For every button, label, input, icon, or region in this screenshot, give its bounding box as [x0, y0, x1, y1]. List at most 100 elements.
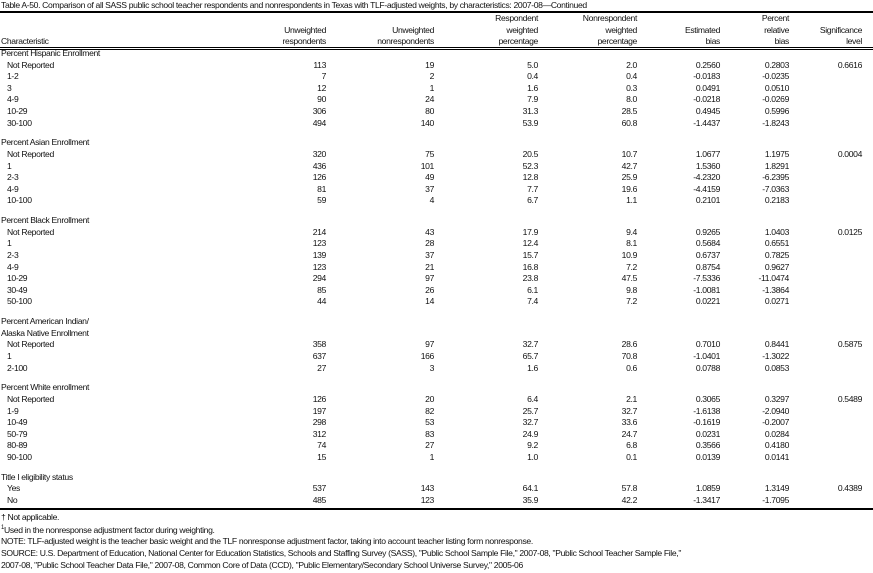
cell: 1.1 [626, 195, 637, 206]
header-rule-2 [0, 49, 873, 50]
cell: -7.5336 [693, 273, 720, 284]
cell: 33.6 [621, 417, 638, 428]
cell: 166 [420, 351, 435, 361]
cell: 60.8 [621, 117, 638, 128]
cell: 80 [425, 106, 434, 116]
cell: 143 [420, 483, 435, 494]
cell: 0.6616 [837, 59, 863, 70]
cell: 7.2 [626, 261, 637, 272]
row-label: Not Reported [7, 226, 54, 237]
cell: 15 [317, 452, 326, 462]
row-label: 2-3 [7, 172, 19, 183]
cell: 42.7 [621, 160, 638, 171]
column-header: Unweighted [284, 24, 326, 35]
cell: 0.4389 [837, 483, 863, 494]
column-header: respondents [282, 36, 327, 46]
cell: 42.2 [621, 495, 638, 505]
cell: 0.3297 [764, 394, 790, 404]
cell: 25.7 [522, 405, 539, 416]
cell: 0.0271 [764, 296, 790, 307]
row-label: 4-9 [7, 183, 19, 194]
cell: 101 [420, 160, 435, 171]
cell: 0.5684 [695, 238, 721, 249]
cell: 4 [429, 195, 435, 206]
cell: 1.1975 [764, 149, 790, 159]
cell: -1.3022 [762, 351, 789, 361]
cell: 7.7 [527, 183, 538, 194]
cell: 83 [425, 428, 434, 439]
cell: 7 [321, 71, 327, 82]
cell: 123 [312, 238, 327, 249]
cell: 70.8 [621, 351, 638, 361]
row-label: 2-100 [7, 362, 28, 373]
cell: -4.4159 [693, 183, 720, 194]
cell: -1.6138 [693, 405, 720, 416]
cell: -1.7095 [762, 495, 789, 505]
cell: 10.7 [621, 149, 638, 159]
cell: -0.0218 [693, 94, 720, 105]
cell: 312 [312, 428, 327, 439]
cell: 0.1 [626, 452, 637, 462]
row-label: 4-9 [7, 261, 19, 272]
cell: 2.1 [626, 394, 637, 404]
column-header: bias [705, 36, 721, 46]
group-label: Alaska Native Enrollment [1, 327, 89, 338]
cell: 0.0510 [764, 82, 790, 93]
column-header: nonrespondents [377, 36, 434, 46]
row-label: 1-2 [7, 71, 19, 82]
row-label: Not Reported [7, 59, 54, 70]
cell: -1.3864 [762, 284, 789, 295]
row-label: 10-49 [7, 417, 28, 428]
cell: -1.4437 [693, 117, 720, 128]
cell: 358 [312, 339, 327, 350]
cell: 97 [425, 273, 434, 284]
cell: 0.8754 [695, 261, 721, 272]
cell: 14 [425, 296, 434, 307]
row-label: Not Reported [7, 149, 54, 159]
cell: 9.2 [527, 440, 538, 451]
cell: 537 [312, 483, 327, 494]
table-title: Table A-50. Comparison of all SASS publi… [1, 0, 587, 10]
cell: 1 [429, 452, 435, 462]
cell: 306 [312, 106, 327, 116]
cell: 20 [425, 394, 434, 404]
cell: 28.5 [621, 106, 638, 116]
column-header: weighted [605, 24, 637, 35]
cell: 0.0853 [764, 362, 790, 373]
cell: 32.7 [621, 405, 638, 416]
column-header: Characteristic [1, 36, 49, 46]
cell: 0.4 [527, 71, 538, 82]
cell: 12 [317, 82, 326, 93]
column-header: percentage [597, 36, 637, 46]
cell: 28.6 [621, 339, 638, 350]
column-header: relative [764, 24, 789, 35]
cell: 16.8 [522, 261, 539, 272]
cell: 0.0221 [695, 296, 721, 307]
cell: 7.2 [626, 296, 637, 307]
cell: 1.6 [527, 362, 538, 373]
cell: 6.8 [626, 440, 637, 451]
cell: 0.6737 [695, 250, 721, 260]
cell: 15.7 [522, 250, 539, 260]
row-label: 50-100 [7, 296, 32, 307]
cell: 97 [425, 339, 434, 350]
group-label: Percent American Indian/ [1, 316, 89, 327]
cell: 0.5489 [837, 394, 863, 404]
cell: 123 [312, 261, 327, 272]
cell: 21 [425, 261, 434, 272]
cell: 0.2803 [764, 59, 790, 70]
cell: 197 [312, 405, 327, 416]
cell: 19.6 [621, 183, 638, 194]
row-label: 10-29 [7, 273, 28, 284]
cell: 59 [317, 195, 326, 206]
row-label: 1-9 [7, 405, 19, 416]
cell: 139 [312, 250, 327, 260]
cell: 35.9 [522, 495, 539, 505]
group-label: Percent Black Enrollment [1, 215, 90, 226]
cell: 1.3149 [764, 483, 790, 494]
row-label: 30-100 [7, 117, 32, 128]
row-label: 80-89 [7, 440, 28, 451]
cell: 65.7 [522, 351, 539, 361]
cell: 26 [425, 284, 434, 295]
cell: 0.0788 [695, 362, 721, 373]
